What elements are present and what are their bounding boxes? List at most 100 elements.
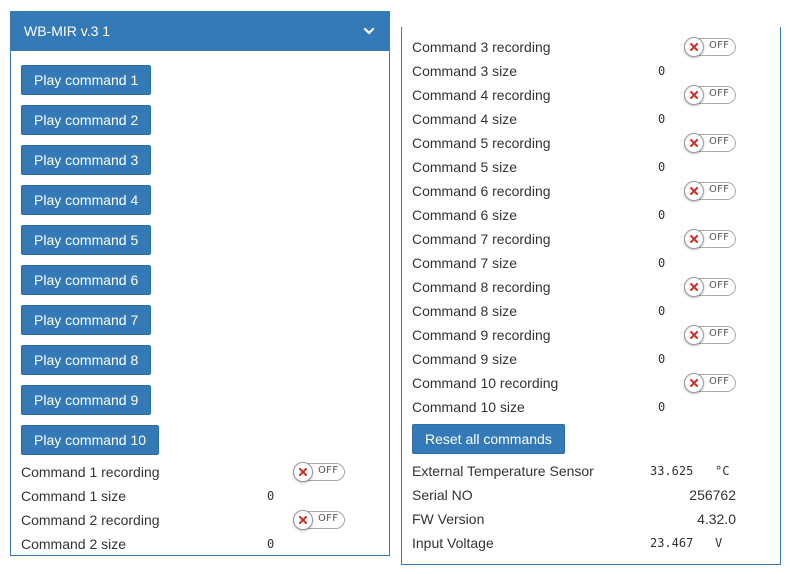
command-8-size-value: 0 [658,304,666,318]
command-4-size-label: Command 4 size [412,111,518,127]
command-1-size-row: Command 1 size 0 [21,484,381,508]
command-4-recording-row: Command 4 recording OFF [412,83,772,107]
command-10-recording-row: Command 10 recording OFF [412,371,772,395]
toggle-knob [684,325,704,345]
command-6-size-value: 0 [658,208,666,222]
toggle-knob [293,462,313,482]
fw-value: 4.32.0 [697,511,736,527]
command-1-recording-label: Command 1 recording [21,464,160,480]
command-9-recording-row: Command 9 recording OFF [412,323,772,347]
command-8-recording-label: Command 8 recording [412,279,551,295]
command-5-recording-label: Command 5 recording [412,135,551,151]
close-icon [690,283,698,291]
voltage-unit: V [715,536,723,550]
toggle-knob [293,510,313,530]
play-command-3-button[interactable]: Play command 3 [21,145,152,175]
command-2-recording-label: Command 2 recording [21,512,160,528]
toggle-knob [684,85,704,105]
play-command-6-button[interactable]: Play command 6 [21,265,152,295]
toggle-state: OFF [318,465,339,476]
command-5-size-value: 0 [658,160,666,174]
command-3-recording-row: Command 3 recording OFF [412,35,772,59]
command-3-recording-toggle[interactable]: OFF [684,37,736,57]
close-icon [690,91,698,99]
ext-temp-unit: °C [715,464,730,478]
command-8-recording-row: Command 8 recording OFF [412,275,772,299]
chevron-down-icon[interactable] [362,24,376,38]
command-5-recording-row: Command 5 recording OFF [412,131,772,155]
play-command-7-button[interactable]: Play command 7 [21,305,152,335]
close-icon [690,331,698,339]
close-icon [299,516,307,524]
command-9-size-value: 0 [658,352,666,366]
command-2-recording-toggle[interactable]: OFF [293,510,345,530]
command-2-size-label: Command 2 size [21,536,127,552]
command-3-size-row: Command 3 size 0 [412,59,772,83]
command-3-recording-label: Command 3 recording [412,39,551,55]
command-9-size-row: Command 9 size 0 [412,347,772,371]
toggle-state: OFF [709,280,730,291]
toggle-knob [684,277,704,297]
play-command-8-button[interactable]: Play command 8 [21,345,152,375]
command-4-recording-toggle[interactable]: OFF [684,85,736,105]
command-4-recording-label: Command 4 recording [412,87,551,103]
play-command-10-button[interactable]: Play command 10 [21,425,160,455]
command-10-size-value: 0 [658,400,666,414]
command-6-recording-toggle[interactable]: OFF [684,181,736,201]
ext-temp-value: 33.625 [650,464,694,478]
play-command-4-button[interactable]: Play command 4 [21,185,152,215]
command-2-size-value: 0 [267,537,275,551]
command-5-recording-toggle[interactable]: OFF [684,133,736,153]
toggle-state: OFF [709,88,730,99]
close-icon [690,43,698,51]
reset-all-commands-button[interactable]: Reset all commands [412,424,565,454]
close-icon [690,235,698,243]
command-1-recording-row: Command 1 recording OFF [21,460,381,484]
panel-header[interactable]: WB-MIR v.3 1 [10,11,390,51]
command-8-recording-toggle[interactable]: OFF [684,277,736,297]
command-2-recording-row: Command 2 recording OFF [21,508,381,532]
command-7-size-value: 0 [658,256,666,270]
command-7-recording-toggle[interactable]: OFF [684,229,736,249]
toggle-state: OFF [709,136,730,147]
toggle-knob [684,373,704,393]
device-panel-right: Command 3 recording OFF Command 3 size 0… [401,27,781,565]
command-5-size-row: Command 5 size 0 [412,155,772,179]
command-5-size-label: Command 5 size [412,159,518,175]
play-command-5-button[interactable]: Play command 5 [21,225,152,255]
ext-temp-row: External Temperature Sensor 33.625 °C [412,459,772,483]
toggle-state: OFF [318,513,339,524]
serial-label: Serial NO [412,487,473,503]
close-icon [690,139,698,147]
command-2-size-row: Command 2 size 0 [21,532,381,556]
play-command-1-button[interactable]: Play command 1 [21,65,152,95]
command-7-size-label: Command 7 size [412,255,518,271]
command-6-recording-row: Command 6 recording OFF [412,179,772,203]
command-9-recording-toggle[interactable]: OFF [684,325,736,345]
fw-row: FW Version 4.32.0 [412,507,772,531]
command-10-recording-toggle[interactable]: OFF [684,373,736,393]
voltage-row: Input Voltage 23.467 V [412,531,772,555]
command-1-recording-toggle[interactable]: OFF [293,462,345,482]
command-6-recording-label: Command 6 recording [412,183,551,199]
toggle-knob [684,229,704,249]
ext-temp-label: External Temperature Sensor [412,463,594,479]
command-8-size-label: Command 8 size [412,303,518,319]
command-6-size-label: Command 6 size [412,207,518,223]
toggle-knob [684,133,704,153]
command-1-size-value: 0 [267,489,275,503]
toggle-state: OFF [709,40,730,51]
play-command-2-button[interactable]: Play command 2 [21,105,152,135]
command-10-size-row: Command 10 size 0 [412,395,772,419]
command-4-size-value: 0 [658,112,666,126]
serial-value: 256762 [689,487,736,503]
voltage-label: Input Voltage [412,535,494,551]
close-icon [690,379,698,387]
command-9-size-label: Command 9 size [412,351,518,367]
command-6-size-row: Command 6 size 0 [412,203,772,227]
device-title: WB-MIR v.3 1 [24,23,111,39]
voltage-value: 23.467 [650,536,694,550]
command-7-recording-row: Command 7 recording OFF [412,227,772,251]
play-command-9-button[interactable]: Play command 9 [21,385,152,415]
toggle-knob [684,37,704,57]
